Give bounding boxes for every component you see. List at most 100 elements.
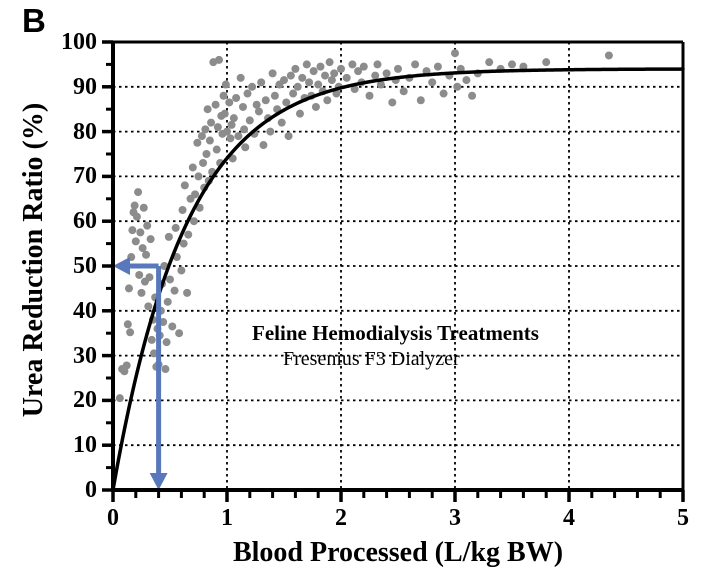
scatter-point — [327, 76, 336, 85]
scatter-point — [451, 49, 459, 58]
scatter-point — [293, 82, 302, 91]
scatter-point — [282, 98, 291, 107]
x-tick-label: 5 — [677, 505, 689, 531]
scatter-point — [302, 60, 311, 69]
scatter-point — [219, 91, 228, 100]
scatter-point — [259, 141, 268, 150]
scatter-point — [232, 94, 241, 102]
scatter-point — [261, 96, 270, 105]
scatter-point — [359, 62, 368, 71]
scatter-point — [245, 116, 254, 125]
scatter-point — [270, 91, 279, 100]
scatter-point — [371, 71, 380, 80]
scatter-point — [309, 67, 318, 76]
scatter-point — [183, 288, 192, 297]
scatter-point — [171, 223, 180, 232]
x-tick-label: 1 — [221, 505, 233, 531]
fit-curve — [111, 67, 685, 492]
y-tick-label: 70 — [73, 163, 97, 190]
x-tick-label: 2 — [335, 505, 347, 531]
scatter-point — [211, 100, 220, 109]
scatter-point — [433, 62, 442, 71]
scatter-point — [139, 203, 148, 212]
scatter-point — [191, 190, 200, 199]
scatter-point — [225, 98, 234, 107]
y-tick-label: 20 — [73, 387, 97, 414]
scatter-point — [205, 136, 214, 145]
scatter-point — [144, 302, 153, 311]
y-tick-label: 10 — [73, 432, 97, 459]
scatter-point — [124, 284, 133, 293]
scatter-point — [376, 80, 385, 89]
y-tick-label: 30 — [73, 342, 97, 369]
y-tick-label: 40 — [73, 297, 97, 324]
scatter-point — [189, 217, 198, 226]
scatter-point — [221, 80, 230, 89]
scatter-point — [123, 320, 132, 329]
scatter-point — [382, 69, 391, 78]
x-tick-label: 3 — [449, 505, 461, 531]
scatter-point — [168, 322, 177, 331]
scatter-point — [136, 228, 145, 237]
scatter-point — [137, 288, 146, 297]
scatter-point — [508, 60, 516, 69]
scatter-point — [142, 250, 151, 259]
scatter-point — [348, 60, 357, 69]
scatter-point — [213, 123, 222, 132]
scatter-point — [254, 107, 263, 116]
scatter-point — [411, 60, 420, 69]
scatter-point — [373, 60, 382, 69]
reference-arrow-blood-processed-vertical — [149, 266, 168, 490]
arrow-head — [113, 257, 130, 275]
scatter-point — [134, 188, 143, 197]
scatter-point — [238, 102, 247, 111]
scatter-point — [180, 181, 189, 190]
scatter-point — [170, 286, 179, 295]
scatter-point — [350, 85, 359, 94]
scatter-point — [126, 328, 135, 337]
scatter-point — [161, 365, 170, 374]
scatter-point — [277, 118, 286, 127]
y-tick-label: 90 — [73, 73, 97, 100]
y-tick-label: 50 — [73, 253, 97, 279]
scatter-point — [365, 91, 374, 100]
annotation-secondary: Fresenius F3 Dialyzer — [283, 348, 460, 370]
scatter-point — [311, 102, 320, 111]
scatter-point — [252, 100, 261, 109]
scatter-point — [485, 58, 494, 67]
scatter-point — [132, 212, 141, 221]
scatter-point — [234, 132, 243, 141]
scatter-point — [138, 244, 147, 253]
scatter-point — [604, 51, 613, 60]
scatter-point — [266, 127, 275, 136]
scatter-point — [207, 118, 216, 127]
scatter-point — [220, 109, 229, 118]
scatter-point — [201, 125, 210, 134]
scatter-point — [128, 226, 137, 235]
scatter-point — [226, 134, 235, 143]
scatter-point — [248, 82, 257, 91]
scatter-point — [177, 266, 186, 275]
scatter-point — [178, 206, 187, 214]
scatter-point — [175, 329, 184, 338]
y-tick-label: 0 — [85, 477, 97, 503]
scatter-point — [184, 230, 193, 239]
scatter-point — [227, 120, 236, 129]
scatter-point — [394, 64, 402, 73]
scatter-point — [236, 73, 245, 82]
scatter-point — [147, 335, 156, 344]
scatter-point — [257, 78, 266, 87]
reference-arrow-urr-50-horizontal — [113, 257, 159, 275]
scatter-point — [298, 73, 307, 82]
scatter-point — [166, 275, 174, 284]
scatter-point — [305, 78, 314, 87]
scatter-point — [241, 143, 250, 152]
scatter-point — [321, 71, 330, 80]
scatter-point — [337, 64, 345, 73]
scatter-point — [164, 232, 173, 241]
scatter-point — [325, 58, 334, 67]
scatter-point — [416, 96, 425, 105]
annotation-primary: Feline Hemodialysis Treatments — [252, 321, 539, 345]
